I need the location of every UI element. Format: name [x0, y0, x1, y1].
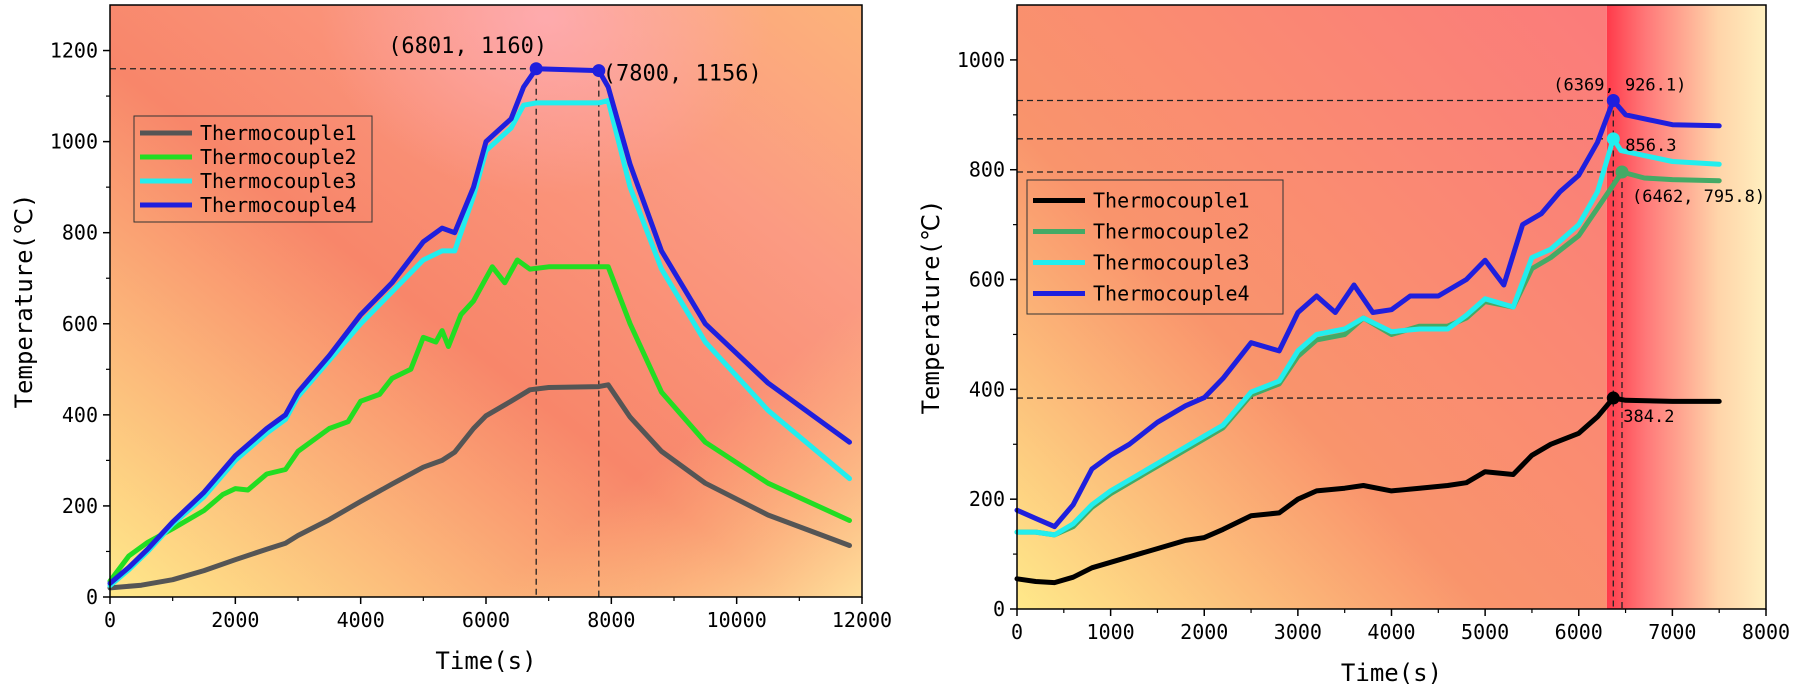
y-axis-title: Temperature(℃): [10, 194, 38, 409]
x-axis-title: Time(s): [1341, 659, 1442, 687]
series-line-thermocouple2: [107, 257, 852, 584]
legend-label: Thermocouple3: [1093, 251, 1250, 275]
legend-box: [1026, 179, 1284, 315]
data-point-marker: [529, 62, 543, 76]
series-line-thermocouple3: [1014, 136, 1722, 538]
legend-label: Thermocouple1: [1093, 189, 1250, 213]
x-tick-label: 4000: [337, 608, 385, 632]
series-line-thermocouple3: [107, 98, 852, 589]
y-tick-label: 400: [62, 403, 98, 427]
data-point-marker: [592, 64, 606, 78]
legend-label: Thermocouple4: [1093, 282, 1250, 306]
y-tick-label: 1200: [50, 39, 98, 63]
series-line-thermocouple1: [107, 382, 852, 591]
y-tick-label: 0: [86, 585, 98, 609]
y-tick-label: 200: [62, 494, 98, 518]
chart-right: (6369, 926.1) 856.3 (6462, 795.8) 384.2 0 100…: [917, 4, 1790, 687]
x-axis-title: Time(s): [435, 647, 536, 675]
y-tick-label: 800: [969, 158, 1005, 182]
legend-label: Thermocouple4: [200, 193, 357, 217]
x-tick-label: 5000: [1461, 620, 1509, 644]
series-line-thermocouple4: [107, 66, 852, 586]
y-tick-label: 1000: [50, 130, 98, 154]
data-point-marker: [1606, 93, 1620, 107]
plot-background-right-band: [1606, 5, 1766, 609]
legend-label: Thermocouple1: [200, 121, 357, 145]
data-point-marker: [1606, 391, 1620, 405]
x-tick-label: 6000: [462, 608, 510, 632]
x-tick-label: 8000: [587, 608, 635, 632]
legend-label: Thermocouple2: [1093, 220, 1250, 244]
legend-box: [133, 115, 373, 223]
series-line-thermocouple4: [1014, 98, 1722, 530]
y-tick-label: 200: [969, 487, 1005, 511]
x-tick-label: 10000: [707, 608, 767, 632]
y-tick-label: 400: [969, 377, 1005, 401]
legend-label: Thermocouple2: [200, 145, 357, 169]
x-tick-label: 12000: [832, 608, 892, 632]
x-tick-label: 1000: [1087, 620, 1135, 644]
x-tick-label: 3000: [1274, 620, 1322, 644]
annotation-label: (6801, 1160): [388, 34, 547, 59]
annotation-label: (7800, 1156): [603, 62, 762, 87]
data-point-marker: [1606, 132, 1620, 146]
annotation-label: 384.2: [1623, 407, 1674, 427]
annotation-label: (6369, 926.1): [1553, 75, 1686, 95]
x-tick-label: 7000: [1648, 620, 1696, 644]
data-point-marker: [1615, 165, 1629, 179]
y-tick-label: 800: [62, 221, 98, 245]
y-tick-label: 1000: [957, 48, 1005, 72]
annotation-label: (6462, 795.8): [1632, 187, 1765, 207]
x-tick-label: 0: [104, 608, 116, 632]
x-tick-label: 0: [1011, 620, 1023, 644]
y-tick-label: 0: [993, 597, 1005, 621]
x-tick-label: 6000: [1555, 620, 1603, 644]
chart-left: (6801, 1160)(7800, 1156)0 2000 4000 6000 800…: [10, 4, 892, 675]
y-tick-label: 600: [969, 268, 1005, 292]
legend-label: Thermocouple3: [200, 169, 357, 193]
x-tick-label: 2000: [211, 608, 259, 632]
x-tick-label: 4000: [1367, 620, 1415, 644]
plot-background: [1017, 5, 1607, 609]
x-tick-label: 2000: [1180, 620, 1228, 644]
y-tick-label: 600: [62, 312, 98, 336]
x-tick-label: 8000: [1742, 620, 1790, 644]
y-axis-title: Temperature(℃): [917, 200, 945, 415]
annotation-label: 856.3: [1625, 136, 1676, 156]
series-line-thermocouple1: [1014, 395, 1722, 586]
